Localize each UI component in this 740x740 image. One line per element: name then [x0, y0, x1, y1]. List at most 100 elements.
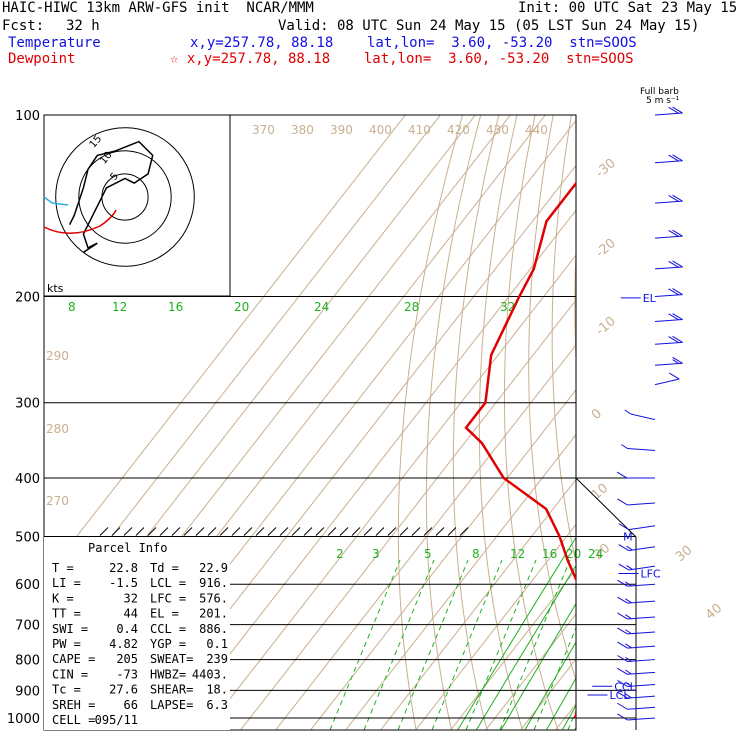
- wind-barb-feather: [625, 598, 632, 604]
- dry-adiabat-line: [504, 115, 559, 730]
- dry-adiabat-line: [452, 115, 500, 730]
- moist-adiabat-line: [363, 559, 435, 730]
- mixing-ratio-line: [594, 269, 740, 731]
- wind-barb-feather: [625, 693, 632, 699]
- parcel-row-value2: 0.1: [206, 637, 228, 651]
- parcel-row-key: TT =: [52, 607, 81, 621]
- wind-barb-feather: [672, 106, 683, 114]
- isotherm-right-label: -10: [593, 314, 619, 339]
- wind-barb-feather: [626, 565, 633, 570]
- dry-adiabat-line: [478, 115, 524, 730]
- parcel-row-value2: 201.: [199, 607, 228, 621]
- parcel-row-key2: SWEAT=: [150, 652, 193, 666]
- header-fcst-value: 32 h: [66, 18, 100, 34]
- temperature-legend-label: Temperature: [8, 35, 101, 51]
- isotherm-line: [275, 344, 576, 730]
- isotherm-line: [310, 388, 576, 730]
- mixing-ratio-upper-label: 28: [404, 300, 419, 314]
- wind-barb-feather: [668, 313, 679, 321]
- moist-adiabat-line: [431, 559, 503, 730]
- barb-title-1: Full barb: [640, 87, 679, 97]
- isotherm-right-label: 0: [589, 406, 605, 423]
- isotherm-right-label: 30: [673, 543, 695, 565]
- pressure-label: 700: [15, 619, 40, 634]
- header-valid: Valid: 08 UTC Sun 24 May 15 (05 LST Sun …: [278, 18, 700, 34]
- isotherm-right-label: 10: [589, 481, 611, 503]
- cloud-tick: [363, 527, 373, 536]
- annotation-el: EL: [643, 292, 657, 305]
- mixing-ratio-line: [524, 641, 576, 730]
- moist-adiabat-line: [397, 559, 469, 730]
- mixing-ratio-upper-label: 20: [234, 300, 249, 314]
- parcel-row-value: 0.4: [116, 622, 138, 636]
- cloud-tick: [231, 527, 241, 536]
- isotherm-line: [380, 478, 576, 730]
- cloud-tick: [207, 527, 217, 536]
- wind-barb-feather: [672, 356, 683, 364]
- parcel-row-value: -73: [116, 667, 138, 681]
- parcel-row-value2: 239: [206, 652, 228, 666]
- dewpoint-location-info: ☆ x,y=257.78, 88.18 lat,lon= 3.60, -53.2…: [170, 51, 634, 67]
- wind-barb-feather: [672, 194, 683, 202]
- wind-barb-feather: [617, 596, 628, 604]
- parcel-info-panel: Parcel Info T = 22.8 Td = 22.9 LI = -1.5 LCL =…: [44, 537, 230, 730]
- wind-barb-feather: [617, 579, 628, 587]
- dry-adiabat-line: [574, 244, 576, 369]
- parcel-row-value2: 916.: [199, 576, 228, 590]
- perspective-edge: [575, 477, 637, 538]
- cloud-tick: [99, 527, 109, 536]
- wind-barb-staff: [627, 684, 656, 687]
- parcel-row-key2: LAPSE=: [150, 698, 193, 712]
- isotherm-line: [485, 613, 576, 730]
- theta-top-label: 400: [369, 123, 392, 137]
- header-fcst-label: Fcst:: [2, 18, 45, 34]
- cloud-tick: [459, 527, 469, 536]
- wind-barb-feather: [618, 544, 629, 552]
- pressure-label: 200: [15, 291, 40, 306]
- dewpoint-profile: [464, 181, 576, 719]
- wind-barb-feather: [617, 667, 628, 675]
- parcel-row-key2: YGP =: [150, 637, 186, 651]
- theta-top-label: 410: [408, 123, 431, 137]
- theta-top-label: 420: [447, 123, 470, 137]
- wind-barb-column: Full barb 5 m s⁻¹: [616, 87, 683, 721]
- isotherm-right-label: -30: [593, 156, 619, 181]
- wind-barb-staff: [627, 631, 656, 635]
- dry-adiabat-line: [639, 87, 740, 730]
- wind-barb-feather: [668, 154, 679, 162]
- hodograph-trace-lower: [43, 209, 117, 234]
- dry-adiabat-line: [397, 115, 464, 730]
- mixing-ratio-upper-label: 16: [168, 300, 183, 314]
- pressure-label: 1000: [7, 712, 40, 727]
- parcel-row-value: 205: [116, 652, 138, 666]
- theta-top-label: 370: [252, 123, 275, 137]
- cloud-tick: [399, 527, 409, 536]
- wind-barb-staff: [627, 706, 656, 710]
- mixing-ratio-line: [585, 269, 740, 731]
- cloud-tick: [159, 527, 169, 536]
- mixing-ratio-line: [475, 564, 576, 730]
- wind-barb-feather: [618, 563, 629, 571]
- mixing-ratio-grid: [329, 269, 740, 731]
- wind-barb-staff: [627, 616, 656, 620]
- cloud-tick: [375, 527, 385, 536]
- mixing-ratio-line: [561, 704, 576, 730]
- hodograph-trace-upper: [43, 196, 69, 206]
- cloud-tick: [195, 527, 205, 536]
- wind-barb-feather: [672, 288, 683, 296]
- pressure-label: 400: [15, 472, 40, 487]
- wind-barb-staff: [627, 600, 656, 604]
- cloud-tick: [327, 527, 337, 536]
- mixing-ratio-line: [457, 536, 576, 730]
- cloud-tick: [291, 527, 301, 536]
- dry-adiabat-line: [425, 115, 482, 730]
- parcel-row-value: 66: [124, 698, 138, 712]
- hodograph-ring-label: 5: [108, 171, 121, 183]
- hodograph-ring: [55, 127, 195, 267]
- wind-barb-feather: [625, 669, 632, 675]
- annotation-lcl: LCL: [610, 689, 631, 702]
- cloud-tick: [387, 527, 397, 536]
- wind-barb-feather: [668, 288, 679, 296]
- wind-barb-feather: [617, 627, 628, 635]
